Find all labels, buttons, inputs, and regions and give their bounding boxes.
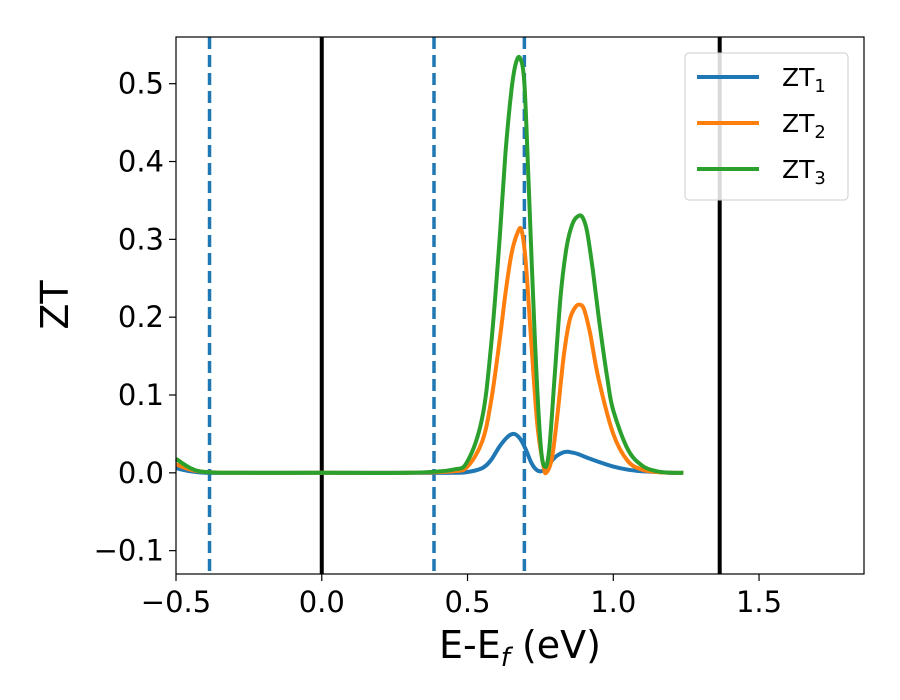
legend-label-subscript: 2 xyxy=(814,122,825,143)
y-tick-label: 0.1 xyxy=(118,378,164,412)
y-axis: −0.1 0.0 0.1 0.2 0.3 0.4 0.5 xyxy=(94,67,176,568)
x-axis-title: E-Ef (eV) xyxy=(439,623,601,673)
plot-frame xyxy=(175,36,865,575)
x-tick-label: 1.0 xyxy=(590,585,636,619)
y-tick-label: 0.5 xyxy=(118,67,164,101)
legend-label-main: ZT xyxy=(782,155,815,184)
x-axis-title-unit: (eV) xyxy=(510,623,601,667)
x-tick-label: 1.5 xyxy=(736,585,782,619)
x-tick-label: 0.0 xyxy=(299,585,345,619)
y-axis-title: ZT xyxy=(33,280,77,330)
series-line-zt3 xyxy=(174,54,684,476)
data-series xyxy=(174,54,684,476)
x-axis: −0.5 0.0 0.5 1.0 1.5 xyxy=(141,574,782,619)
legend-label-main: ZT xyxy=(782,63,815,92)
legend-label-zt2: ZT2 xyxy=(782,109,826,143)
y-tick-label: 0.0 xyxy=(118,456,164,490)
y-tick-label: 0.4 xyxy=(118,145,164,179)
legend-label-subscript: 1 xyxy=(814,76,825,97)
x-tick-label: −0.5 xyxy=(141,585,211,619)
y-tick-label: −0.1 xyxy=(94,534,164,568)
legend-label-main: ZT xyxy=(782,109,815,138)
legend-label-zt3: ZT3 xyxy=(782,155,826,189)
legend-box xyxy=(684,52,849,201)
y-tick-label: 0.3 xyxy=(118,222,164,256)
y-tick-label: 0.2 xyxy=(118,300,164,334)
legend-label-subscript: 3 xyxy=(814,168,825,189)
x-axis-title-main: E-E xyxy=(439,623,501,667)
legend-label-zt1: ZT1 xyxy=(782,63,826,97)
x-tick-label: 0.5 xyxy=(444,585,490,619)
